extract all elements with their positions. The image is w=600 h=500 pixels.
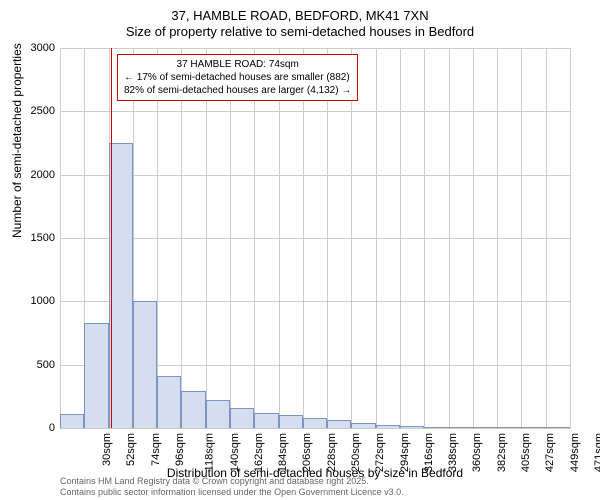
footer-text: Contains HM Land Registry data © Crown c… xyxy=(60,476,404,498)
bar xyxy=(473,427,497,428)
x-tick-label: 118sqm xyxy=(204,433,216,471)
x-tick-label: 294sqm xyxy=(399,433,411,472)
grid-line-v xyxy=(497,48,498,428)
grid-line-v xyxy=(376,48,377,428)
grid-line-v xyxy=(351,48,352,428)
x-tick-label: 272sqm xyxy=(374,433,386,472)
grid-line-v xyxy=(424,48,425,428)
bar xyxy=(157,376,181,428)
bar xyxy=(279,415,303,428)
bar xyxy=(303,418,327,428)
annotation-line-2: ← 17% of semi-detached houses are smalle… xyxy=(124,71,351,84)
grid-line-h xyxy=(60,238,570,239)
footer-line-1: Contains HM Land Registry data © Crown c… xyxy=(60,476,404,487)
x-tick-label: 427sqm xyxy=(544,433,556,472)
bar xyxy=(449,427,473,428)
bar xyxy=(60,414,84,428)
footer-line-2: Contains public sector information licen… xyxy=(60,487,404,498)
grid-line-v xyxy=(279,48,280,428)
x-tick-label: 30sqm xyxy=(101,433,113,466)
bar xyxy=(181,391,205,428)
bar xyxy=(351,423,375,428)
y-tick-label: 1000 xyxy=(31,295,55,307)
y-axis-label: Number of semi-detached properties xyxy=(10,43,24,238)
bar xyxy=(84,323,108,428)
grid-line-h xyxy=(60,48,570,49)
y-tick-label: 2500 xyxy=(31,105,55,117)
y-tick-label: 2000 xyxy=(31,169,55,181)
chart-title-2: Size of property relative to semi-detach… xyxy=(0,24,600,39)
y-tick-label: 500 xyxy=(37,359,55,371)
x-tick-label: 250sqm xyxy=(350,433,362,472)
grid-line-h xyxy=(60,428,570,429)
bar xyxy=(230,408,254,428)
grid-line-v xyxy=(60,48,61,428)
y-tick-label: 3000 xyxy=(31,42,55,54)
bar xyxy=(133,301,157,428)
marker-line xyxy=(111,48,112,428)
grid-line-v xyxy=(570,48,571,428)
grid-line-v xyxy=(206,48,207,428)
grid-line-v xyxy=(327,48,328,428)
grid-line-v xyxy=(181,48,182,428)
bar xyxy=(546,427,570,428)
bar xyxy=(206,400,230,428)
x-tick-label: 206sqm xyxy=(302,433,314,472)
grid-line-v xyxy=(449,48,450,428)
annotation-box: 37 HAMBLE ROAD: 74sqm← 17% of semi-detac… xyxy=(117,54,358,101)
grid-line-v xyxy=(400,48,401,428)
x-tick-label: 140sqm xyxy=(229,433,241,472)
bar xyxy=(109,143,133,428)
chart-title-1: 37, HAMBLE ROAD, BEDFORD, MK41 7XN xyxy=(0,8,600,23)
bar xyxy=(497,427,521,428)
grid-line-v xyxy=(521,48,522,428)
annotation-line-3: 82% of semi-detached houses are larger (… xyxy=(124,84,351,97)
bar xyxy=(376,425,400,428)
annotation-line-1: 37 HAMBLE ROAD: 74sqm xyxy=(124,58,351,71)
x-tick-label: 74sqm xyxy=(150,433,162,466)
x-tick-label: 316sqm xyxy=(423,433,435,472)
grid-line-v xyxy=(157,48,158,428)
grid-line-v xyxy=(546,48,547,428)
grid-line-v xyxy=(473,48,474,428)
bar xyxy=(327,420,351,428)
y-tick-label: 1500 xyxy=(31,232,55,244)
x-tick-label: 228sqm xyxy=(326,433,338,472)
grid-line-h xyxy=(60,175,570,176)
bar xyxy=(254,413,278,428)
x-tick-label: 405sqm xyxy=(520,433,532,472)
x-tick-label: 52sqm xyxy=(125,433,137,466)
plot-area: 37 HAMBLE ROAD: 74sqm← 17% of semi-detac… xyxy=(60,48,570,428)
x-tick-label: 360sqm xyxy=(472,433,484,472)
chart-container: 37, HAMBLE ROAD, BEDFORD, MK41 7XN Size … xyxy=(0,0,600,500)
bar xyxy=(521,427,545,428)
x-tick-label: 338sqm xyxy=(447,433,459,472)
grid-line-v xyxy=(230,48,231,428)
grid-line-v xyxy=(303,48,304,428)
grid-line-h xyxy=(60,111,570,112)
x-tick-label: 162sqm xyxy=(253,433,265,472)
bar xyxy=(424,427,448,428)
y-tick-label: 0 xyxy=(49,422,55,434)
x-tick-label: 471sqm xyxy=(593,433,600,472)
x-tick-label: 449sqm xyxy=(569,433,581,472)
bar xyxy=(400,426,424,428)
grid-line-v xyxy=(254,48,255,428)
x-tick-label: 96sqm xyxy=(174,433,186,466)
x-tick-label: 184sqm xyxy=(277,433,289,472)
x-tick-label: 382sqm xyxy=(496,433,508,472)
